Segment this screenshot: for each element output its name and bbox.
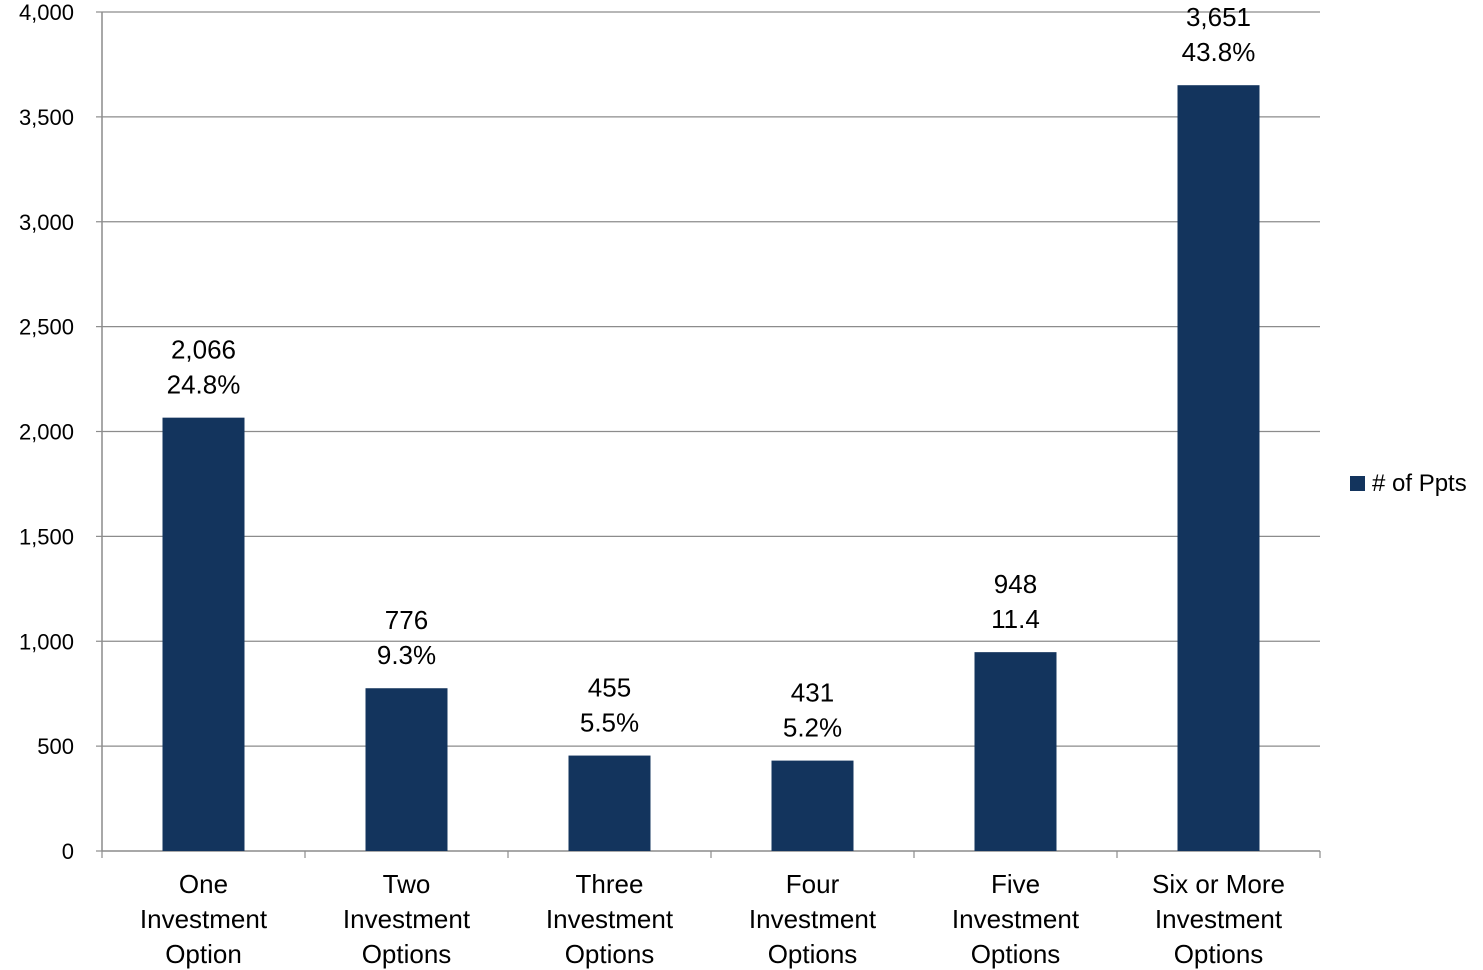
x-category-label: Three — [576, 869, 644, 899]
bar — [974, 652, 1057, 851]
legend-label: # of Ppts — [1372, 470, 1467, 497]
data-label: 43.8% — [1182, 37, 1256, 67]
data-label: 455 — [588, 673, 631, 703]
y-tick-label: 2,000 — [19, 420, 74, 445]
bar — [1177, 85, 1260, 851]
x-category-label: Investment — [140, 904, 268, 934]
x-category-label: Options — [768, 939, 858, 969]
x-category-label: Six or More — [1152, 869, 1285, 899]
axes — [96, 11, 1321, 858]
x-tick-labels: One Investment Option Two Investment Options T… — [140, 869, 1285, 969]
x-category-label: Investment — [749, 904, 877, 934]
bars — [162, 85, 1260, 851]
bar — [568, 755, 651, 851]
data-label: 431 — [791, 678, 834, 708]
bar — [365, 688, 448, 851]
gridlines — [102, 11, 1320, 747]
x-category-label: Investment — [952, 904, 1080, 934]
x-category-label: Options — [971, 939, 1061, 969]
data-labels: 2,066 24.8% 776 9.3% 455 5.5% 431 5.2% 948 11.4 3,… — [167, 2, 1256, 742]
data-label: 5.2% — [783, 713, 842, 743]
y-tick-labels: 0 500 1,000 1,500 2,000 2,500 3,000 3,500 4,000 — [19, 0, 74, 864]
y-tick-label: 1,500 — [19, 524, 74, 549]
data-label: 2,066 — [171, 335, 236, 365]
x-category-label: Investment — [1155, 904, 1283, 934]
y-tick-label: 4,000 — [19, 0, 74, 25]
legend-swatch — [1350, 476, 1365, 491]
data-label: 948 — [994, 569, 1037, 599]
x-category-label: Options — [565, 939, 655, 969]
y-tick-label: 1,000 — [19, 629, 74, 654]
data-label: 24.8% — [167, 370, 241, 400]
y-tick-label: 3,000 — [19, 210, 74, 235]
y-tick-label: 0 — [62, 839, 74, 864]
data-label: 9.3% — [377, 640, 436, 670]
data-label: 5.5% — [580, 708, 639, 738]
y-tick-label: 2,500 — [19, 315, 74, 340]
x-category-label: Investment — [343, 904, 471, 934]
y-tick-label: 500 — [37, 734, 74, 759]
x-category-label: Two — [383, 869, 431, 899]
legend: # of Ppts — [1350, 470, 1467, 497]
data-label: 776 — [385, 605, 428, 635]
x-category-label: Four — [786, 869, 840, 899]
x-category-label: Five — [991, 869, 1040, 899]
data-label: 3,651 — [1186, 2, 1251, 32]
x-category-label: Investment — [546, 904, 674, 934]
x-category-label: Options — [1174, 939, 1264, 969]
x-category-label: One — [179, 869, 228, 899]
x-category-label: Options — [362, 939, 452, 969]
data-label: 11.4 — [991, 604, 1040, 634]
y-tick-label: 3,500 — [19, 105, 74, 130]
bar — [162, 417, 245, 851]
x-category-label: Option — [165, 939, 242, 969]
bar — [771, 760, 854, 851]
